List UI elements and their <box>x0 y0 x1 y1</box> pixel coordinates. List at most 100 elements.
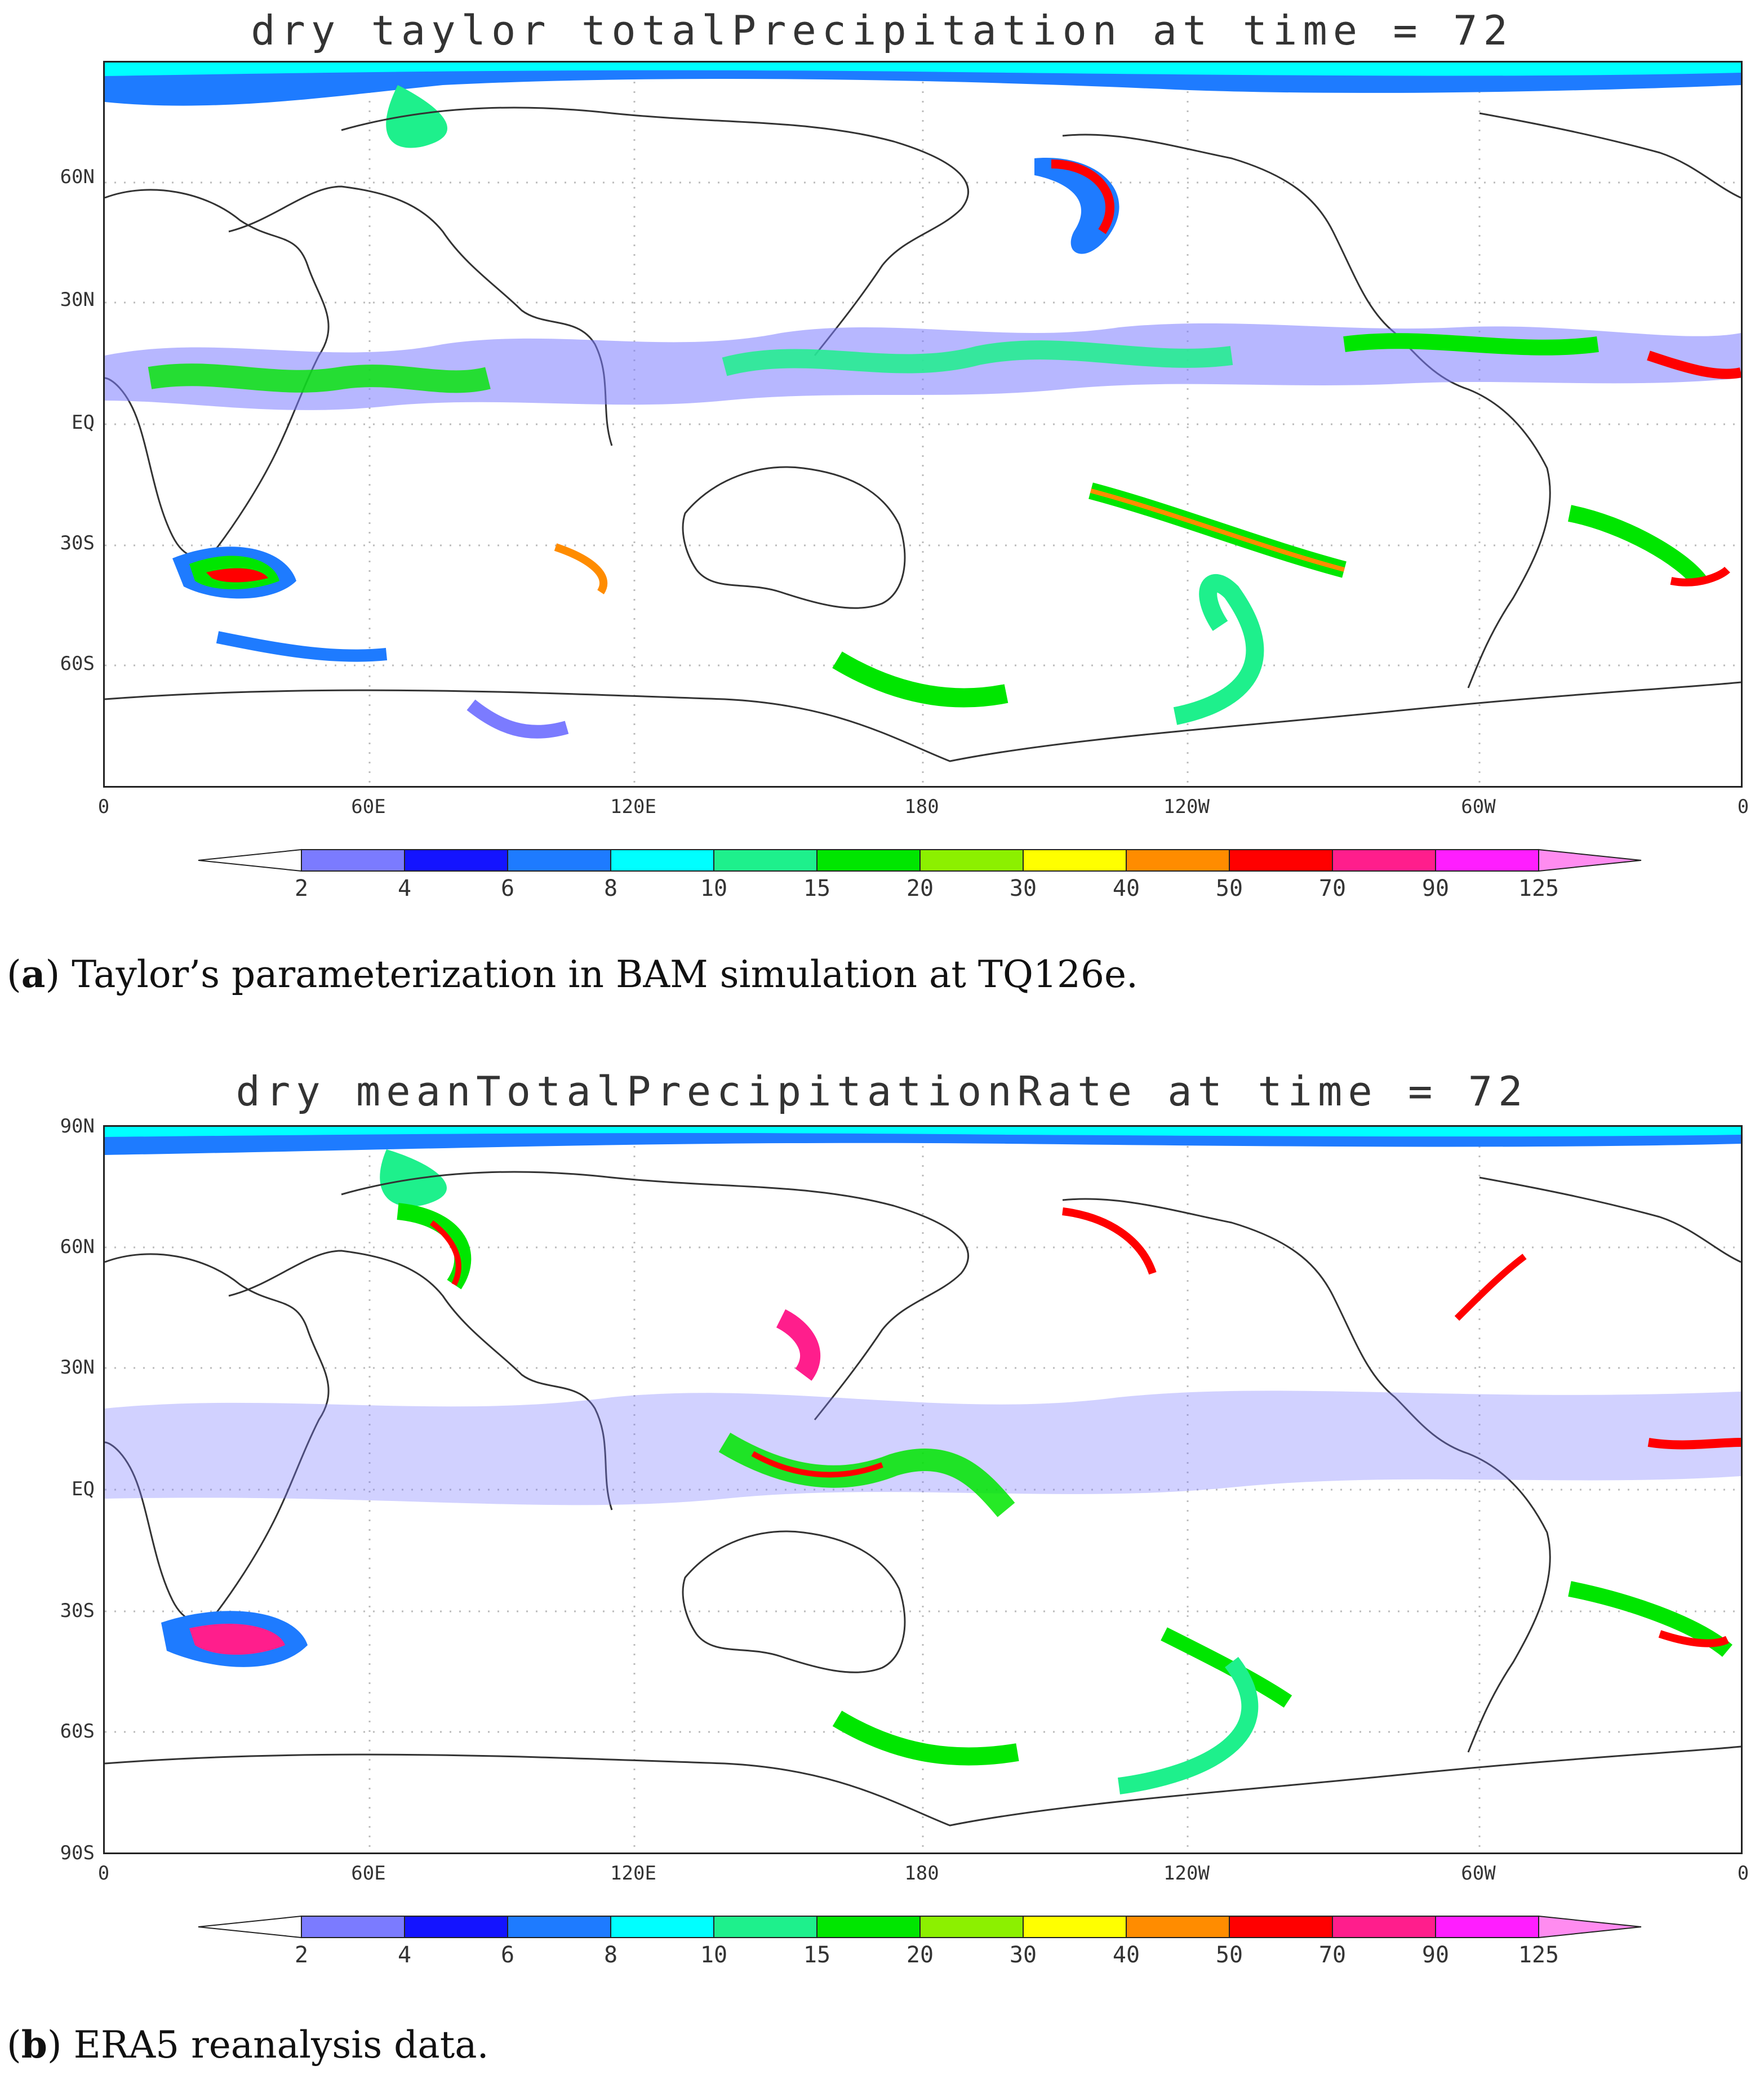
precip-features-b <box>105 1203 1741 1794</box>
panel-a: dry taylor totalPrecipitation at time = … <box>0 0 1764 1009</box>
caption-b: (b) ERA5 reanalysis data. <box>7 2023 489 2067</box>
colorbar-swatch <box>404 849 508 872</box>
colorbar-tick-label: 15 <box>803 1942 830 1968</box>
lat-label: 90S <box>60 1842 95 1864</box>
colorbar-tick-label: 20 <box>907 876 934 901</box>
colorbar-tick-label: 125 <box>1518 876 1559 901</box>
colorbar-tick-label: 20 <box>907 1942 934 1968</box>
caption-tag: a <box>21 952 46 996</box>
lon-label: 120W <box>1163 796 1210 818</box>
panel-b: dry meanTotalPrecipitationRate at time =… <box>0 1068 1764 2088</box>
lon-label: 0 <box>1737 1862 1749 1885</box>
colorbar-swatch <box>1229 849 1333 872</box>
colorbar-swatch <box>1023 849 1127 872</box>
colorbar-tick-label: 2 <box>295 1942 308 1968</box>
map-title-b: dry meanTotalPrecipitationRate at time =… <box>236 1068 1528 1115</box>
colorbar-underflow <box>198 1915 302 1939</box>
lat-label: 30S <box>60 1600 95 1622</box>
precip-map-b <box>105 1127 1741 1852</box>
lon-label: 60E <box>351 796 386 818</box>
lon-label: 0 <box>1737 796 1749 818</box>
precip-map-a <box>105 63 1741 786</box>
colorbar-swatch <box>919 849 1024 872</box>
colorbar-tick-label: 8 <box>604 876 617 901</box>
lon-label: 180 <box>904 1862 939 1885</box>
lon-label: 120E <box>610 796 656 818</box>
lat-label: 60S <box>60 1720 95 1743</box>
colorbar-tick-label: 40 <box>1113 1942 1140 1968</box>
precip-features-a <box>105 158 1741 739</box>
colorbar-swatch <box>713 849 817 872</box>
colorbar-tick-label: 125 <box>1518 1942 1559 1968</box>
colorbar-tick-label: 30 <box>1010 876 1037 901</box>
colorbar-swatch <box>507 849 611 872</box>
colorbar-tick-label: 8 <box>604 1942 617 1968</box>
colorbar-tick-label: 50 <box>1216 876 1243 901</box>
map-title-a: dry taylor totalPrecipitation at time = … <box>251 7 1513 54</box>
lat-label: EQ <box>72 1478 95 1500</box>
colorbar-tick-label: 70 <box>1319 876 1346 901</box>
lat-label: 60N <box>60 1236 95 1258</box>
lat-label: 30N <box>60 1356 95 1379</box>
colorbar-swatch <box>610 1916 714 1938</box>
colorbar-swatch <box>1332 849 1436 872</box>
lat-label: 30S <box>60 532 95 554</box>
coastlines-b <box>105 1171 1741 1827</box>
colorbar-swatch <box>1126 849 1230 872</box>
colorbar-swatch <box>1229 1916 1333 1938</box>
colorbar-overflow <box>1538 1915 1642 1939</box>
colorbar-a: 2 4 6 8 10 15 20 30 40 50 70 90 125 <box>198 848 1642 901</box>
colorbar-swatch <box>816 1916 921 1938</box>
lon-label: 60W <box>1461 796 1496 818</box>
colorbar-tick-label: 6 <box>501 1942 514 1968</box>
colorbar-underflow <box>198 848 302 872</box>
colorbar-swatch <box>1435 849 1539 872</box>
colorbar-tick-label: 50 <box>1216 1942 1243 1968</box>
lat-label: 30N <box>60 288 95 311</box>
arctic-band-a <box>105 63 1741 148</box>
lon-label: 120W <box>1163 1862 1210 1885</box>
colorbar-tick-label: 2 <box>295 876 308 901</box>
lon-label: 60E <box>351 1862 386 1885</box>
colorbar-b: 2 4 6 8 10 15 20 30 40 50 70 90 125 <box>198 1915 1642 1968</box>
colorbar-swatch <box>404 1916 508 1938</box>
caption-a: (a) Taylor’s parameterization in BAM sim… <box>7 952 1139 996</box>
colorbar-swatch <box>713 1916 817 1938</box>
caption-tag: b <box>21 2023 47 2067</box>
colorbar-swatch <box>1435 1916 1539 1938</box>
grid-lines-a <box>105 63 1741 786</box>
colorbar-overflow <box>1538 848 1642 872</box>
colorbar-swatch <box>301 1916 405 1938</box>
colorbar-swatch <box>610 849 714 872</box>
colorbar-tick-label: 90 <box>1422 1942 1449 1968</box>
colorbar-tick-label: 4 <box>398 1942 411 1968</box>
lat-label: 60N <box>60 166 95 188</box>
caption-text: ERA5 reanalysis data. <box>61 2023 489 2067</box>
colorbar-tick-label: 90 <box>1422 876 1449 901</box>
colorbar-tick-label: 10 <box>700 876 727 901</box>
lon-label: 60W <box>1461 1862 1496 1885</box>
coastlines-a <box>105 106 1741 762</box>
colorbar-tick-label: 40 <box>1113 876 1140 901</box>
colorbar-tick-label: 30 <box>1010 1942 1037 1968</box>
map-area-b <box>103 1125 1743 1854</box>
colorbar-tick-label: 4 <box>398 876 411 901</box>
colorbar-tick-label: 15 <box>803 876 830 901</box>
map-area-a <box>103 61 1743 788</box>
colorbar-swatch <box>1126 1916 1230 1938</box>
caption-text: Taylor’s parameterization in BAM simulat… <box>60 953 1139 996</box>
colorbar-swatch <box>507 1916 611 1938</box>
lon-label: 180 <box>904 796 939 818</box>
lat-label: 90N <box>60 1115 95 1138</box>
colorbar-tick-label: 10 <box>700 1942 727 1968</box>
colorbar-tick-label: 6 <box>501 876 514 901</box>
arctic-band-b <box>105 1127 1741 1207</box>
lon-label: 0 <box>97 796 110 818</box>
colorbar-swatch <box>301 849 405 872</box>
colorbar-swatch <box>1023 1916 1127 1938</box>
colorbar-swatch <box>919 1916 1024 1938</box>
colorbar-tick-label: 70 <box>1319 1942 1346 1968</box>
lon-label: 120E <box>610 1862 656 1885</box>
colorbar-swatch <box>1332 1916 1436 1938</box>
lon-label: 0 <box>97 1862 110 1885</box>
